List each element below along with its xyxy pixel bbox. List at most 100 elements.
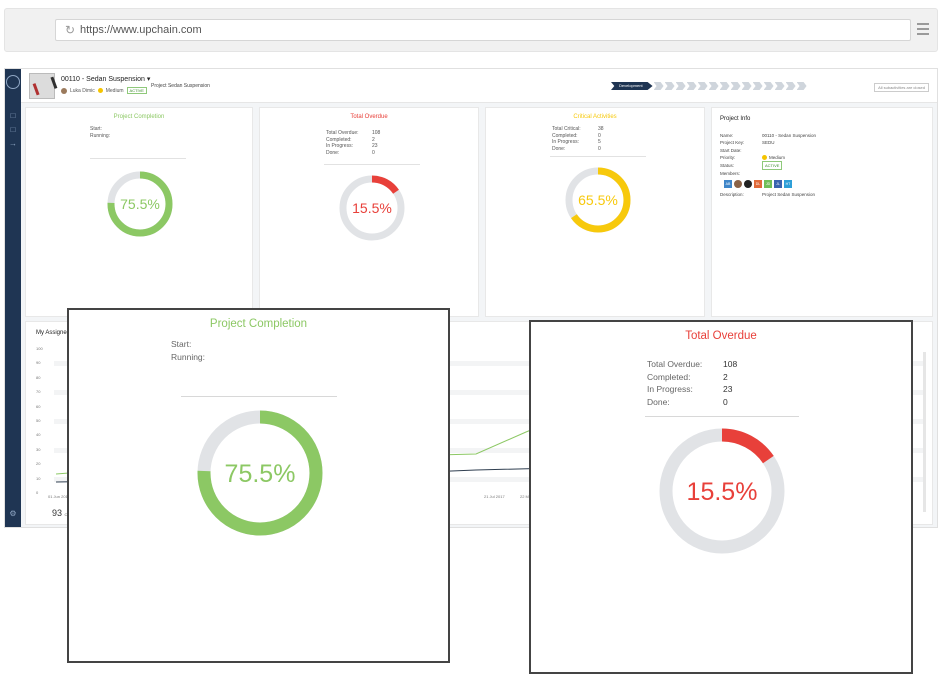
member-avatar[interactable]: JL [774,179,782,188]
critical-donut: 65.5% [565,167,631,233]
stat-row: Done: 0 [647,396,728,407]
member-avatar[interactable] [744,179,752,188]
phase-step[interactable] [785,82,796,90]
y-tick: 50 [36,418,41,423]
url-text[interactable]: https://www.upchain.com [80,24,202,36]
settings-icon[interactable]: ⚙ [9,509,17,518]
divider [181,396,337,397]
percent-label: 75.5% [225,460,296,488]
donut-arc [659,428,785,554]
phase-step[interactable] [708,82,719,90]
phase-step[interactable] [752,82,763,90]
member-avatar[interactable]: AB [724,179,732,188]
phase-step[interactable] [653,82,664,90]
x-tick: 21 Jul 2017 [484,494,505,499]
y-tick: 30 [36,446,41,452]
completion-stats: Start: Running: [90,126,110,139]
phase-step[interactable] [763,82,774,90]
x-tick: 01 Jun 2017 [48,494,71,499]
running-label: Running: [171,351,206,362]
project-completion-card: Project Completion Start: Running: 75.5% [25,107,253,317]
phase-step[interactable] [664,82,675,90]
phase-step[interactable] [774,82,785,90]
y-tick: 20 [36,461,41,467]
stat-row: Total Overdue: 108 [647,359,738,369]
overdue-stats: Total Overdue: 108 Completed: 2 In Progres… [326,130,380,156]
info-row: Description: Project Sedan Suspension [720,191,816,197]
zoom-completion-stats: Start: Running: [171,338,205,363]
stat-row: In Progress: 23 [326,143,378,149]
donut-arc [197,410,323,536]
project-header: 00110 - Sedan Suspension ▾ Luka Dimic Me… [21,69,937,103]
percent-label: 15.5% [687,478,758,506]
card-title: Project Completion [113,114,165,120]
phase-current[interactable]: Development [611,82,653,90]
gridline [54,361,924,367]
critical-stats: Total Critical: 38 Completed: 0 In Progres… [552,126,604,152]
card-title: Critical Activities [573,114,617,120]
stat-row: Total Overdue: 108 [326,130,381,136]
y-tick: 100 [36,346,43,351]
gridline [54,447,924,453]
phase-step[interactable] [730,82,741,90]
member-avatar[interactable]: JD [764,179,772,188]
info-row: Start Date: [720,147,742,153]
y-tick: 10 [36,475,41,481]
y-tick: 80 [36,374,41,380]
phase-step[interactable] [741,82,752,90]
stat-row: Completed: 2 [647,371,728,382]
chart-title: My Assigned [36,330,71,336]
member-list: AB DL JD JL HT [724,179,816,188]
browser-chrome: ↻ https://www.upchain.com [4,8,938,52]
zoom-overdue-stats: Total Overdue: 108 Completed: 2 In Progres… [647,358,737,408]
owner-avatar [61,87,67,94]
divider [90,158,186,159]
divider [550,156,646,157]
member-avatar[interactable] [734,179,742,188]
donut-arc [107,171,173,237]
running-label: Running: [90,132,111,139]
phase-step[interactable] [697,82,708,90]
info-row: Priority: Medium [720,154,786,161]
phase-step[interactable] [796,82,807,90]
phase-step[interactable] [719,82,730,90]
reload-icon[interactable]: ↻ [65,23,76,37]
percent-label: 75.5% [120,196,160,212]
stat-row: Done: 0 [326,149,375,156]
divider [324,164,420,165]
file-icon[interactable]: □ [10,125,16,134]
zoom-overdue-donut: 15.5% [659,428,785,554]
document-icon[interactable]: □ [10,111,16,120]
share-icon[interactable]: → [9,139,17,148]
zoom-completion-donut: 75.5% [197,410,323,536]
zoom-title: Project Completion [209,318,308,330]
start-label: Start: [90,126,102,132]
member-avatar[interactable]: HT [784,179,792,188]
stat-row: Total Critical: 38 [552,126,604,132]
percent-label: 65.5% [578,192,618,208]
project-info-card: Project Info Name: 00110 - Sedan Suspensi… [711,107,933,317]
critical-activities-card: Critical Activities Total Critical: 38 Co… [485,107,705,317]
member-avatar[interactable]: DL [754,179,762,188]
scrollbar[interactable] [923,352,926,512]
status-badge: ACTIVE [762,161,783,171]
zoom-title: Total Overdue [685,330,757,342]
left-navigation: □ □ → ⚙ [5,69,21,527]
donut-arc [339,175,405,241]
address-bar[interactable]: ↻ https://www.upchain.com [55,19,911,41]
phase-step[interactable] [675,82,686,90]
priority-dot-icon [762,155,767,161]
phase-step[interactable] [686,82,697,90]
donut-arc [565,167,631,233]
hamburger-menu-icon[interactable] [917,23,929,38]
closed-note: All subactivities are closed [874,83,929,92]
y-tick: 60 [36,403,41,409]
home-icon[interactable] [6,75,20,89]
info-row: Members: [720,171,741,177]
zoom-total-overdue: Total Overdue Total Overdue: 108 Complete… [529,320,913,674]
zoom-project-completion: Project Completion Start: Running: 75.5% [67,308,450,663]
divider [645,416,799,417]
gridline [54,419,924,424]
project-title[interactable]: 00110 - Sedan Suspension ▾ [61,76,151,83]
y-tick: 40 [36,432,41,438]
